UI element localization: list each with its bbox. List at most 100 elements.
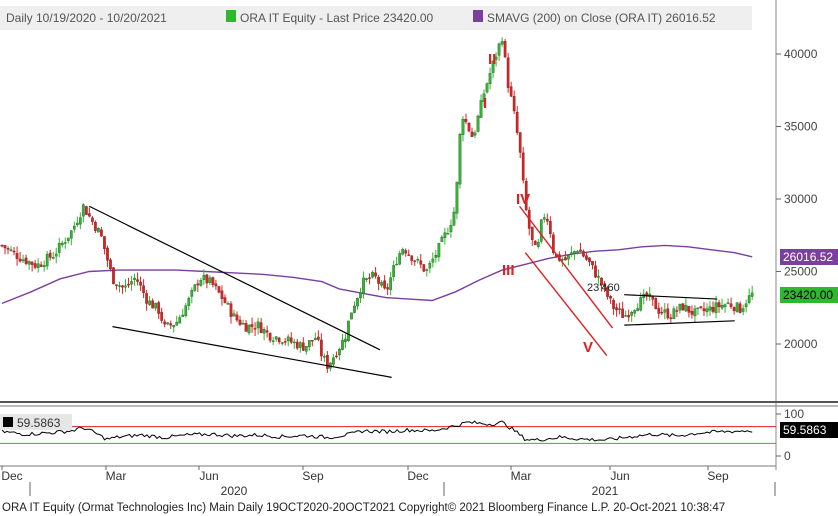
candle-body — [576, 251, 579, 253]
candle-body — [268, 333, 272, 341]
candle-body — [551, 234, 555, 253]
candle-body — [271, 340, 275, 342]
year-label: 2020 — [221, 484, 248, 498]
candle-body — [585, 255, 588, 260]
candle-body — [500, 41, 504, 45]
candle-body — [419, 260, 423, 265]
candle-body — [567, 255, 570, 260]
candle-body — [100, 229, 103, 237]
candle-body — [720, 304, 724, 309]
wave-label-ii: II — [488, 51, 496, 68]
candle-body — [307, 340, 311, 348]
sma-line — [1, 244, 753, 305]
candle-body — [187, 297, 191, 306]
candle-body — [253, 328, 257, 330]
candle-body — [223, 297, 227, 303]
candle-body — [512, 96, 516, 112]
candle-body — [597, 276, 600, 278]
candle-body — [313, 337, 317, 340]
candle-body — [612, 299, 615, 309]
price-tick-label: 40000 — [784, 47, 818, 61]
candle-body — [332, 357, 335, 365]
candle-body — [335, 355, 338, 358]
candle-body — [91, 217, 94, 222]
candle-body — [51, 257, 55, 259]
candle-body — [410, 255, 414, 261]
candle-body — [744, 303, 748, 308]
candle-body — [42, 265, 46, 268]
candle-body — [449, 225, 453, 233]
candle-body — [458, 133, 462, 185]
wave-label-iii: III — [502, 262, 515, 279]
price-tick-label: 20000 — [784, 337, 818, 351]
candle-body — [48, 252, 52, 258]
candle-body — [530, 226, 534, 240]
candle-body — [72, 225, 76, 230]
trendlines — [88, 205, 735, 378]
candle-body — [669, 317, 673, 319]
candle-body — [678, 303, 682, 311]
channel-line — [519, 205, 614, 329]
candle-body — [594, 265, 597, 278]
candle-body — [66, 237, 70, 241]
candle-body — [681, 303, 685, 311]
last-price-tag-text: 23420.00 — [783, 288, 833, 302]
candle-body — [15, 253, 19, 259]
candle-body — [166, 322, 170, 325]
candle-body — [600, 277, 603, 286]
candle-body — [434, 254, 438, 258]
candle-body — [606, 287, 609, 297]
candle-body — [413, 260, 417, 262]
candle-body — [178, 317, 182, 324]
candle-body — [247, 324, 251, 334]
channel-line — [524, 252, 608, 357]
rsi-value-tag — [780, 422, 838, 438]
candle-body — [235, 314, 239, 321]
candle-body — [326, 355, 329, 369]
candle-body — [542, 217, 546, 220]
candle-body — [482, 93, 486, 102]
time-axis: Dec Mar Jun Sep Dec Mar Jun Sep 2020 2021 — [1, 466, 776, 498]
candle-body — [461, 119, 465, 135]
candle-body — [708, 306, 712, 311]
candle-body — [18, 258, 22, 262]
candle-body — [515, 112, 519, 133]
candle-body — [9, 249, 13, 251]
candle-body — [45, 254, 49, 267]
candle-body — [738, 303, 742, 314]
candle-body — [687, 306, 691, 313]
trendline — [624, 294, 718, 300]
candle-body — [142, 285, 145, 294]
candle-body — [286, 336, 290, 342]
candle-body — [488, 73, 492, 85]
candle-body — [106, 247, 109, 261]
candle-body — [148, 300, 151, 305]
wave-label-v: V — [583, 339, 593, 356]
candle-body — [259, 322, 263, 333]
candle-body — [301, 342, 305, 351]
candle-body — [533, 240, 537, 246]
month-tick-label: Sep — [302, 469, 324, 483]
candle-body — [118, 285, 121, 287]
candle-body — [163, 321, 167, 325]
candle-body — [485, 83, 489, 93]
candle-body — [78, 217, 82, 225]
candle-body — [750, 292, 754, 297]
sma-price-tag — [780, 249, 838, 265]
candle-body — [591, 261, 594, 266]
candle-body — [229, 303, 233, 317]
candle-body — [615, 307, 618, 311]
candle-body — [256, 321, 260, 329]
candle-body — [545, 218, 549, 222]
candle-body — [383, 280, 386, 289]
date-range-label: Daily 10/19/2020 - 10/20/2021 — [6, 11, 167, 25]
candle-body — [636, 308, 640, 312]
candle-body — [455, 182, 459, 214]
candle-body — [244, 323, 248, 332]
candle-body — [639, 297, 643, 311]
sma-legend-swatch — [473, 10, 483, 22]
rsi-legend-swatch — [3, 417, 13, 427]
candle-body — [711, 306, 715, 312]
candle-body — [283, 341, 287, 343]
candle-body — [666, 308, 670, 319]
